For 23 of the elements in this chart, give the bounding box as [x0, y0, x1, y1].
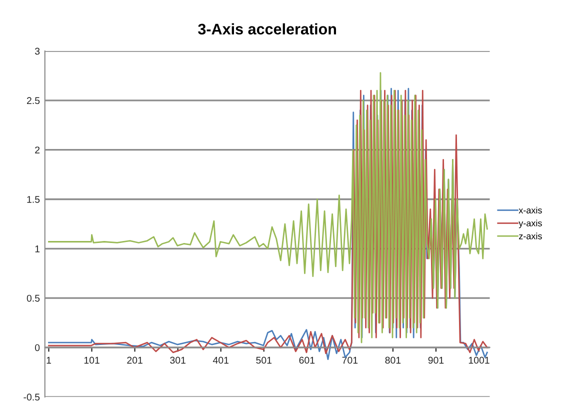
- x-tick-label: 1: [46, 356, 51, 364]
- y-tick-label: 2.5: [26, 97, 40, 104]
- chart-title: 3-Axis acceleration: [198, 23, 336, 35]
- x-tick-label: 501: [256, 356, 272, 364]
- y-tick-label: 0: [34, 344, 40, 352]
- x-tick-label: 101: [84, 356, 100, 364]
- y-tick-label: 0.5: [26, 294, 40, 302]
- x-tick-label: 1001: [468, 356, 490, 364]
- x-tick-label: 801: [385, 356, 401, 364]
- x-tick-label: 701: [342, 356, 358, 364]
- x-tick-label: 601: [299, 356, 315, 364]
- y-tick-label: 1.5: [27, 196, 40, 203]
- legend-label: y-axis: [518, 220, 542, 228]
- y-tick-label: 1: [35, 246, 40, 252]
- legend-label: z-axis: [519, 232, 542, 240]
- x-tick-label: 901: [428, 356, 444, 364]
- x-tick-label: 201: [127, 356, 142, 364]
- x-tick-label: 301: [170, 356, 186, 364]
- y-tick-label: 2: [35, 146, 40, 154]
- legend-label: x-axis: [518, 206, 542, 214]
- y-tick-label: -0.5: [24, 394, 40, 401]
- y-tick-label: 3: [34, 48, 40, 55]
- x-tick-label: 401: [212, 356, 228, 364]
